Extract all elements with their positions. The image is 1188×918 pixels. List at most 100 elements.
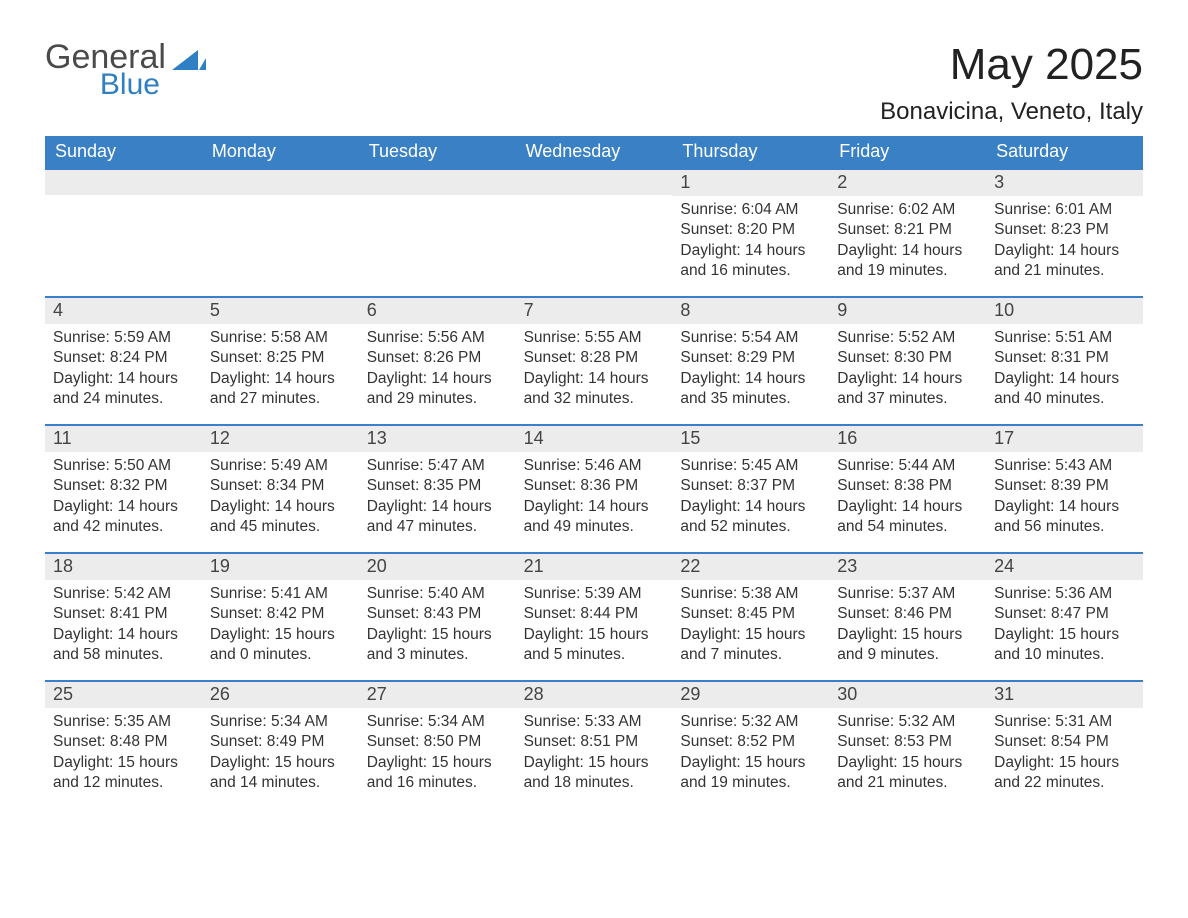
day-line: Sunset: 8:37 PM <box>680 476 821 496</box>
day-body: Sunrise: 5:45 AMSunset: 8:37 PMDaylight:… <box>672 452 829 544</box>
day-body: Sunrise: 5:56 AMSunset: 8:26 PMDaylight:… <box>359 324 516 416</box>
day-line: Sunrise: 5:35 AM <box>53 712 194 732</box>
day-line: Daylight: 14 hours <box>837 241 978 261</box>
month-title: May 2025 <box>880 40 1143 90</box>
day-line: and 12 minutes. <box>53 773 194 793</box>
day-line: and 16 minutes. <box>367 773 508 793</box>
day-line: Daylight: 15 hours <box>210 753 351 773</box>
day-line: and 7 minutes. <box>680 645 821 665</box>
day-line: and 24 minutes. <box>53 389 194 409</box>
day-line: Sunset: 8:47 PM <box>994 604 1135 624</box>
weeks-container: 1Sunrise: 6:04 AMSunset: 8:20 PMDaylight… <box>45 168 1143 808</box>
day-line: Sunrise: 5:42 AM <box>53 584 194 604</box>
day-cell: 31Sunrise: 5:31 AMSunset: 8:54 PMDayligh… <box>986 682 1143 808</box>
day-line: Daylight: 14 hours <box>53 625 194 645</box>
day-line: Sunset: 8:20 PM <box>680 220 821 240</box>
day-line: Sunrise: 5:34 AM <box>367 712 508 732</box>
day-body: Sunrise: 5:37 AMSunset: 8:46 PMDaylight:… <box>829 580 986 672</box>
day-line: and 10 minutes. <box>994 645 1135 665</box>
day-number: 29 <box>672 682 829 708</box>
day-cell: 2Sunrise: 6:02 AMSunset: 8:21 PMDaylight… <box>829 170 986 296</box>
day-number: 1 <box>672 170 829 196</box>
day-line: Sunrise: 5:37 AM <box>837 584 978 604</box>
day-line: and 47 minutes. <box>367 517 508 537</box>
day-line: and 19 minutes. <box>680 773 821 793</box>
day-line: and 0 minutes. <box>210 645 351 665</box>
day-line: and 3 minutes. <box>367 645 508 665</box>
day-line: Daylight: 15 hours <box>367 625 508 645</box>
weekday-header: Sunday <box>45 136 202 168</box>
day-line: and 22 minutes. <box>994 773 1135 793</box>
day-number: 2 <box>829 170 986 196</box>
day-line: and 49 minutes. <box>524 517 665 537</box>
week-row: 25Sunrise: 5:35 AMSunset: 8:48 PMDayligh… <box>45 680 1143 808</box>
day-body: Sunrise: 5:41 AMSunset: 8:42 PMDaylight:… <box>202 580 359 672</box>
day-body: Sunrise: 5:54 AMSunset: 8:29 PMDaylight:… <box>672 324 829 416</box>
day-number: 28 <box>516 682 673 708</box>
day-line: and 29 minutes. <box>367 389 508 409</box>
week-row: 1Sunrise: 6:04 AMSunset: 8:20 PMDaylight… <box>45 168 1143 296</box>
day-body: Sunrise: 5:46 AMSunset: 8:36 PMDaylight:… <box>516 452 673 544</box>
day-number-empty <box>45 170 202 195</box>
day-number-empty <box>516 170 673 195</box>
day-line: Daylight: 14 hours <box>994 497 1135 517</box>
day-cell <box>45 170 202 296</box>
day-number: 8 <box>672 298 829 324</box>
day-line: Daylight: 15 hours <box>680 625 821 645</box>
day-cell: 29Sunrise: 5:32 AMSunset: 8:52 PMDayligh… <box>672 682 829 808</box>
day-line: Sunrise: 5:56 AM <box>367 328 508 348</box>
day-line: Sunset: 8:34 PM <box>210 476 351 496</box>
day-line: Sunset: 8:51 PM <box>524 732 665 752</box>
day-cell: 11Sunrise: 5:50 AMSunset: 8:32 PMDayligh… <box>45 426 202 552</box>
day-number: 18 <box>45 554 202 580</box>
day-line: Sunrise: 6:02 AM <box>837 200 978 220</box>
day-number: 22 <box>672 554 829 580</box>
day-number: 4 <box>45 298 202 324</box>
day-cell: 9Sunrise: 5:52 AMSunset: 8:30 PMDaylight… <box>829 298 986 424</box>
day-line: Sunset: 8:31 PM <box>994 348 1135 368</box>
day-line: and 54 minutes. <box>837 517 978 537</box>
day-cell: 5Sunrise: 5:58 AMSunset: 8:25 PMDaylight… <box>202 298 359 424</box>
weekday-header: Monday <box>202 136 359 168</box>
day-cell: 28Sunrise: 5:33 AMSunset: 8:51 PMDayligh… <box>516 682 673 808</box>
day-number: 6 <box>359 298 516 324</box>
day-number-empty <box>359 170 516 195</box>
day-cell <box>359 170 516 296</box>
day-number: 10 <box>986 298 1143 324</box>
day-line: and 19 minutes. <box>837 261 978 281</box>
day-number: 7 <box>516 298 673 324</box>
day-line: and 52 minutes. <box>680 517 821 537</box>
day-cell: 16Sunrise: 5:44 AMSunset: 8:38 PMDayligh… <box>829 426 986 552</box>
day-line: Daylight: 14 hours <box>367 369 508 389</box>
day-line: Daylight: 14 hours <box>53 497 194 517</box>
day-line: Daylight: 15 hours <box>837 625 978 645</box>
week-row: 18Sunrise: 5:42 AMSunset: 8:41 PMDayligh… <box>45 552 1143 680</box>
day-body: Sunrise: 5:51 AMSunset: 8:31 PMDaylight:… <box>986 324 1143 416</box>
day-line: Sunrise: 5:36 AM <box>994 584 1135 604</box>
day-cell: 6Sunrise: 5:56 AMSunset: 8:26 PMDaylight… <box>359 298 516 424</box>
day-line: Daylight: 14 hours <box>524 497 665 517</box>
day-number: 12 <box>202 426 359 452</box>
weekday-header: Thursday <box>672 136 829 168</box>
day-line: Sunset: 8:48 PM <box>53 732 194 752</box>
day-line: and 16 minutes. <box>680 261 821 281</box>
day-line: Daylight: 15 hours <box>367 753 508 773</box>
day-number: 16 <box>829 426 986 452</box>
day-cell: 19Sunrise: 5:41 AMSunset: 8:42 PMDayligh… <box>202 554 359 680</box>
day-line: Daylight: 14 hours <box>524 369 665 389</box>
day-body: Sunrise: 5:31 AMSunset: 8:54 PMDaylight:… <box>986 708 1143 800</box>
day-line: Sunset: 8:42 PM <box>210 604 351 624</box>
day-line: Sunrise: 5:32 AM <box>837 712 978 732</box>
day-line: and 18 minutes. <box>524 773 665 793</box>
day-line: and 37 minutes. <box>837 389 978 409</box>
day-line: Sunrise: 5:41 AM <box>210 584 351 604</box>
day-line: Sunrise: 5:52 AM <box>837 328 978 348</box>
header: General Blue May 2025 Bonavicina, Veneto… <box>45 40 1143 126</box>
day-cell: 24Sunrise: 5:36 AMSunset: 8:47 PMDayligh… <box>986 554 1143 680</box>
day-line: Sunset: 8:36 PM <box>524 476 665 496</box>
location: Bonavicina, Veneto, Italy <box>880 98 1143 126</box>
day-body: Sunrise: 5:44 AMSunset: 8:38 PMDaylight:… <box>829 452 986 544</box>
day-line: Daylight: 14 hours <box>680 369 821 389</box>
week-row: 4Sunrise: 5:59 AMSunset: 8:24 PMDaylight… <box>45 296 1143 424</box>
day-line: and 27 minutes. <box>210 389 351 409</box>
